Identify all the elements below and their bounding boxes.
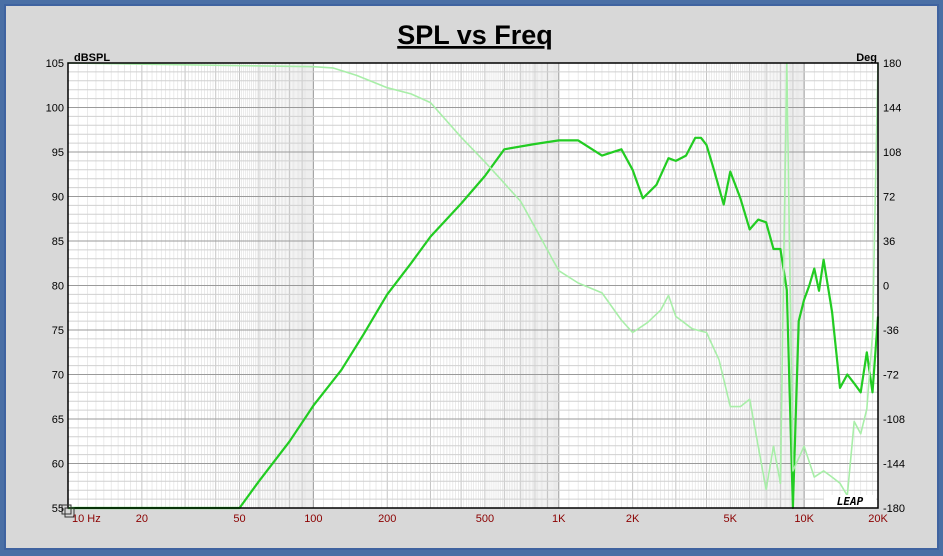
y-left-ticks: 105 100 95 90 85 80 75 70 65 60 55 xyxy=(46,58,64,515)
y-left-tick-label: 75 xyxy=(52,325,64,337)
y-left-tick-label: 95 xyxy=(52,147,64,159)
y-right-label: Deg xyxy=(856,52,877,64)
y-right-tick-label: 108 xyxy=(883,147,901,159)
y-right-tick-label: -72 xyxy=(883,370,899,382)
x-tick-label: 5K xyxy=(724,513,738,525)
x-tick-label: 2K xyxy=(626,513,640,525)
spl-chart: SPL vs Freq dBSPL Deg 105 100 95 90 85 80 75 70… xyxy=(46,20,905,525)
y-right-tick-label: -180 xyxy=(883,503,905,515)
y-right-tick-label: -108 xyxy=(883,414,905,426)
y-left-tick-label: 70 xyxy=(52,370,64,382)
y-right-tick-label: -144 xyxy=(883,459,905,471)
plot-border xyxy=(67,62,879,509)
y-right-tick-label: 0 xyxy=(883,281,889,293)
y-left-label: dBSPL xyxy=(74,52,110,64)
y-right-ticks: 180 144 108 72 36 0 -36 -72 -108 -144 -180 xyxy=(883,58,905,515)
y-left-tick-label: 80 xyxy=(52,281,64,293)
chart-window: SPL vs Freq dBSPL Deg 105 100 95 90 85 80 75 70… xyxy=(4,4,939,550)
y-left-tick-label: 105 xyxy=(46,58,64,70)
y-left-tick-label: 55 xyxy=(52,503,64,515)
y-left-tick-label: 65 xyxy=(52,414,64,426)
x-tick-label: 50 xyxy=(233,513,245,525)
x-tick-label: 10K xyxy=(794,513,814,525)
series-group xyxy=(67,62,880,510)
x-tick-label: 200 xyxy=(378,513,396,525)
cursor-icon[interactable] xyxy=(61,504,75,518)
y-left-tick-label: 90 xyxy=(52,192,64,204)
y-right-tick-label: 72 xyxy=(883,192,895,204)
x-tick-label: 100 xyxy=(304,513,322,525)
x-tick-label: 1K xyxy=(552,513,566,525)
x-tick-label: 20K xyxy=(868,513,888,525)
y-left-tick-label: 85 xyxy=(52,236,64,248)
y-right-tick-label: 36 xyxy=(883,236,895,248)
x-tick-label: 10 Hz xyxy=(72,513,101,525)
y-left-tick-label: 100 xyxy=(46,103,64,115)
y-right-tick-label: -36 xyxy=(883,325,899,337)
y-left-tick-label: 60 xyxy=(52,459,64,471)
x-tick-label: 500 xyxy=(476,513,494,525)
logo-box xyxy=(824,495,876,507)
spl-series-line xyxy=(68,136,880,510)
y-right-tick-label: 180 xyxy=(883,58,901,70)
x-tick-label: 20 xyxy=(136,513,148,525)
chart-title: SPL vs Freq xyxy=(397,20,553,50)
y-right-tick-label: 144 xyxy=(883,103,901,115)
leap-logo: LEAP xyxy=(837,495,864,508)
x-ticks: 10 Hz 20 50 100 200 500 1K 2K 5K 10K 20K xyxy=(72,513,888,525)
phase-series-line xyxy=(67,62,879,497)
